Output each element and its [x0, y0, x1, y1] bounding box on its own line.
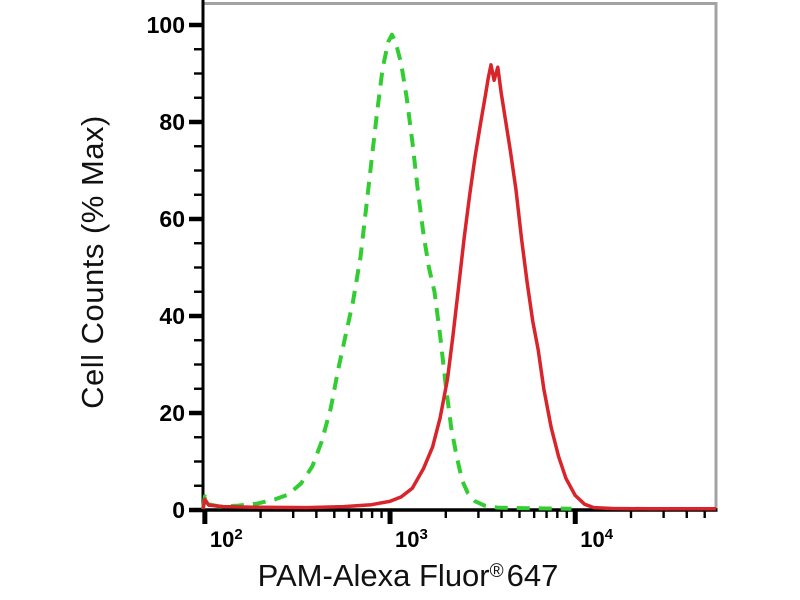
- x-tick-label: 103: [395, 526, 428, 553]
- registered-trademark-symbol: ®: [489, 561, 504, 582]
- x-axis-title-number: 647: [506, 558, 559, 593]
- y-tick-label: 40: [159, 303, 185, 329]
- x-axis-title: PAM-Alexa Fluor®647: [258, 558, 559, 594]
- x-tick-label: 102: [210, 526, 243, 553]
- x-tick-exponent: 3: [419, 526, 428, 543]
- y-tick-label: 60: [159, 206, 185, 232]
- x-axis-title-text: PAM-Alexa Fluor: [257, 558, 490, 593]
- y-tick-label: 0: [172, 497, 185, 523]
- x-tick-base: 10: [580, 527, 605, 552]
- x-tick-exponent: 2: [234, 526, 243, 543]
- x-tick-base: 10: [395, 527, 420, 552]
- red-solid-histogram: [201, 63, 716, 511]
- y-axis-title: Cell Counts (% Max): [75, 115, 110, 409]
- x-tick-label: 104: [580, 526, 613, 553]
- x-tick-exponent: 4: [604, 526, 614, 543]
- x-tick-base: 10: [209, 527, 235, 552]
- y-tick-label: 20: [159, 400, 185, 426]
- green-dashed-histogram: [201, 32, 572, 511]
- y-tick-label: 80: [159, 109, 185, 135]
- y-tick-label: 100: [146, 12, 185, 38]
